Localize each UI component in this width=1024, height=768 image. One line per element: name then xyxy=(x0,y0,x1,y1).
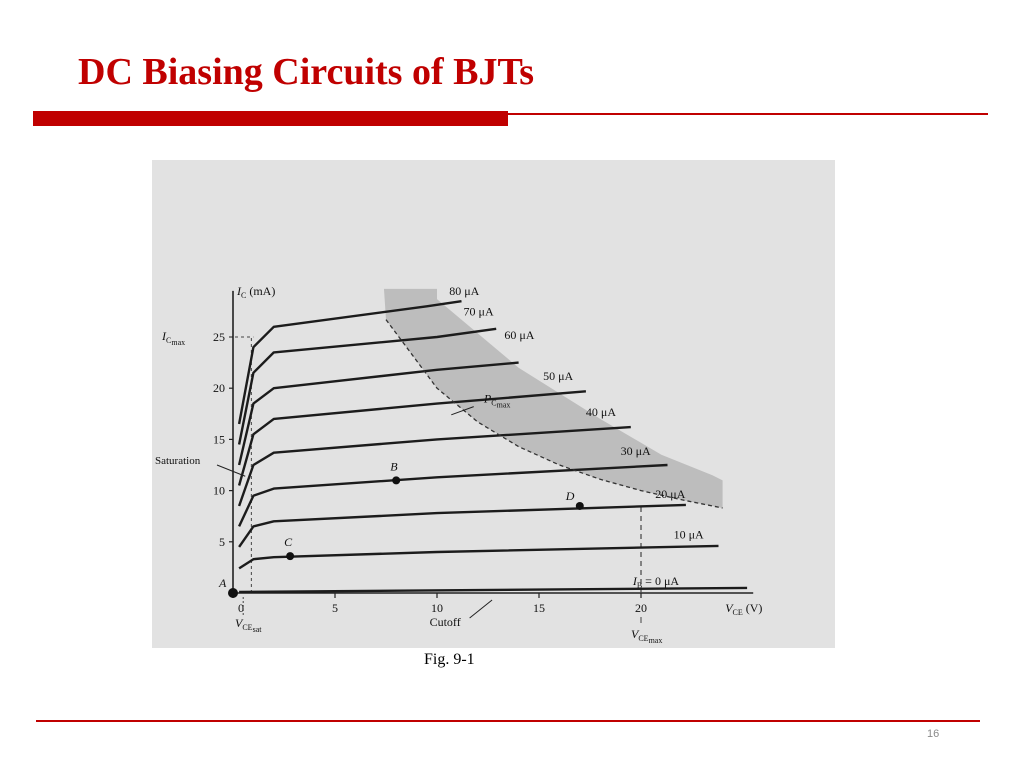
figure-caption: Fig. 9-1 xyxy=(424,651,475,668)
vce-max-label: VCEmax xyxy=(631,627,662,645)
ib-curve-1 xyxy=(238,544,719,570)
curve-label-6: 60 μA xyxy=(504,328,534,342)
figure-image: 5 10 15 20 25 0 5 10 15 20 IC (mA) VCE (V) ICmax VCE… xyxy=(152,160,835,648)
point-label-C: C xyxy=(284,535,293,549)
y-tick-label-25: 25 xyxy=(213,330,225,344)
vce-sat-label: VCEsat xyxy=(235,616,262,634)
title-underline xyxy=(508,113,988,115)
point-A xyxy=(228,588,238,598)
ib-curve-4 xyxy=(237,425,631,507)
x-axis-label: VCE (V) xyxy=(725,601,762,617)
pc-max-curve xyxy=(385,319,723,509)
point-C xyxy=(286,552,295,561)
ib-curve-3 xyxy=(238,463,668,527)
x-tick-label-10: 10 xyxy=(431,601,443,615)
slide-title: DC Biasing Circuits of BJTs xyxy=(78,51,535,93)
y-axis-label: IC (mA) xyxy=(236,284,275,300)
ib-curve-2 xyxy=(238,503,686,548)
point-label-B: B xyxy=(390,459,398,473)
ib-curve-5 xyxy=(237,390,586,486)
cutoff-leader xyxy=(469,599,493,619)
ic-max-label: ICmax xyxy=(161,329,185,347)
x-tick-label-15: 15 xyxy=(533,601,545,615)
point-label-A: A xyxy=(218,576,227,590)
y-tick-label-20: 20 xyxy=(213,381,225,395)
y-tick-label-10: 10 xyxy=(213,484,225,498)
y-tick-label-15: 15 xyxy=(213,432,225,446)
page-number: 16 xyxy=(927,728,940,740)
nonlinear-region-shading xyxy=(383,288,723,509)
ib-curve-7 xyxy=(237,327,497,445)
point-D xyxy=(575,501,584,510)
curve-label-5: 50 μA xyxy=(543,369,573,383)
characteristic-chart: 5 10 15 20 25 0 5 10 15 20 IC (mA) VCE (V) ICmax VCE… xyxy=(152,160,835,648)
x-tick-label-20: 20 xyxy=(635,601,647,615)
ib-curve-8 xyxy=(237,300,462,425)
saturation-leader xyxy=(216,464,246,477)
pc-max-label: PCmax xyxy=(483,392,510,410)
curve-label-3: 30 μA xyxy=(621,444,651,458)
footer-line xyxy=(36,720,980,722)
curve-label-1: 10 μA xyxy=(674,528,704,542)
cutoff-label: Cutoff xyxy=(430,615,461,629)
curve-label-8: 80 μA xyxy=(449,284,479,298)
curve-label-0: IB = 0 μA xyxy=(632,574,680,590)
pc-max-leader xyxy=(451,406,474,416)
curve-label-2: 20 μA xyxy=(655,487,685,501)
x-tick-label-5: 5 xyxy=(332,601,338,615)
point-label-D: D xyxy=(565,489,575,503)
ib-curve-6 xyxy=(237,361,519,466)
ib-curve-0 xyxy=(239,586,748,594)
curve-label-4: 40 μA xyxy=(586,405,616,419)
y-tick-label-5: 5 xyxy=(219,535,225,549)
saturation-label: Saturation xyxy=(155,455,201,467)
curve-label-7: 70 μA xyxy=(464,304,494,318)
point-B xyxy=(392,476,401,485)
x-tick-label-0: 0 xyxy=(238,601,244,615)
title-accent-bar xyxy=(33,111,508,126)
